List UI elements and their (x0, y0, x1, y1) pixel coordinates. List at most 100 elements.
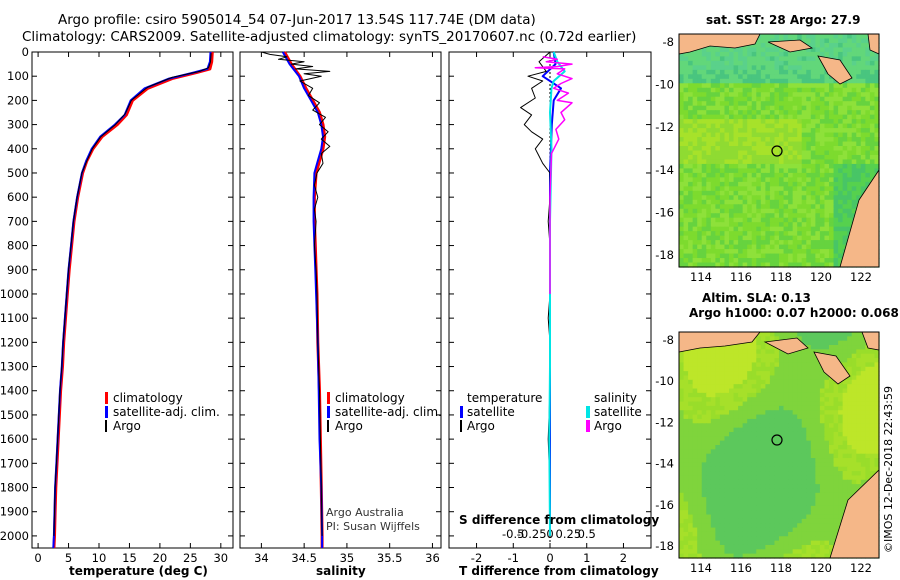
map-cell (710, 96, 716, 102)
map-cell (688, 78, 694, 84)
map-cell (679, 431, 685, 437)
map-cell (719, 110, 726, 116)
map-cell (806, 60, 812, 66)
map-cell (824, 475, 830, 481)
map-cell (842, 123, 848, 129)
map-cell (738, 195, 744, 201)
map-cell (829, 150, 835, 156)
map-cell (824, 42, 830, 49)
map-cell (765, 226, 771, 232)
map-cell (792, 146, 798, 152)
map-cell (751, 249, 757, 255)
map-cell (683, 69, 689, 75)
map-cell (756, 484, 762, 490)
map-cell (679, 51, 685, 57)
map-cell (792, 141, 798, 147)
map-cell (801, 253, 807, 259)
map-cell (779, 92, 785, 98)
map-cell (706, 87, 712, 93)
map-cell (719, 440, 726, 446)
map-cell (742, 235, 748, 241)
map-lon-label: 118 (770, 561, 792, 575)
map-cell (797, 74, 803, 80)
map-cell (788, 253, 794, 259)
map-cell (683, 531, 689, 537)
map-cell (701, 101, 707, 107)
map-cell (751, 514, 757, 520)
map-cell (719, 418, 726, 424)
map-cell (860, 440, 866, 446)
map-cell (856, 83, 862, 89)
map-cell (851, 114, 857, 120)
map-cell (774, 514, 780, 520)
map-cell (688, 358, 694, 364)
map-cell (715, 544, 721, 550)
map-cell (824, 436, 830, 442)
map-cell (710, 479, 716, 485)
map-cell (815, 544, 821, 550)
map-cell (719, 531, 726, 537)
map-cell (688, 418, 694, 424)
map-cell (765, 110, 771, 116)
map-cell (838, 388, 844, 394)
map-cell (724, 235, 730, 241)
map-cell (692, 105, 698, 111)
map-cell (874, 453, 880, 459)
map-cell (838, 484, 844, 490)
map-cell (810, 69, 816, 75)
map-cell (819, 453, 826, 459)
map-cell (710, 379, 716, 385)
map-cell (806, 213, 812, 219)
map-cell (733, 418, 739, 424)
map-cell (747, 423, 753, 429)
map-cell (715, 204, 721, 210)
map-cell (797, 492, 803, 498)
map-cell (806, 159, 812, 165)
map-cell (683, 418, 689, 424)
map-cell (729, 177, 735, 183)
map-cell (747, 514, 753, 520)
map-cell (706, 349, 712, 355)
map-cell (806, 466, 812, 472)
map-cell (724, 384, 730, 390)
map-cell (819, 168, 826, 174)
map-cell (797, 553, 803, 559)
map-cell (742, 397, 748, 403)
map-cell (697, 531, 703, 537)
map-cell (738, 501, 744, 507)
map-cell (810, 226, 816, 232)
map-cell (701, 549, 707, 555)
map-cell (688, 431, 694, 437)
map-cell (701, 258, 707, 264)
map-cell (815, 553, 821, 559)
map-cell (833, 168, 839, 174)
map-cell (788, 527, 794, 533)
map-cell (783, 418, 789, 424)
map-cell (810, 186, 816, 192)
map-cell (851, 208, 857, 214)
map-cell (756, 83, 762, 89)
map-cell (838, 87, 844, 93)
map-cell (760, 123, 766, 129)
map-cell (838, 510, 844, 516)
map-cell (869, 101, 876, 107)
map-cell (847, 51, 853, 57)
map-cell (779, 349, 785, 355)
map-cell (697, 392, 703, 398)
map-cell (783, 436, 789, 442)
map-cell (801, 204, 807, 210)
map-cell (815, 141, 821, 147)
map-cell (742, 105, 748, 111)
map-cell (760, 492, 766, 498)
map-cell (719, 449, 726, 455)
map-cell (692, 544, 698, 550)
map-cell (824, 240, 830, 246)
map-cell (788, 484, 794, 490)
map-cell (851, 60, 857, 66)
map-cell (724, 231, 730, 237)
map-cell (751, 172, 757, 178)
map-cell (706, 235, 712, 241)
map-cell (724, 159, 730, 165)
map-cell (738, 159, 744, 165)
map-cell (756, 371, 762, 377)
